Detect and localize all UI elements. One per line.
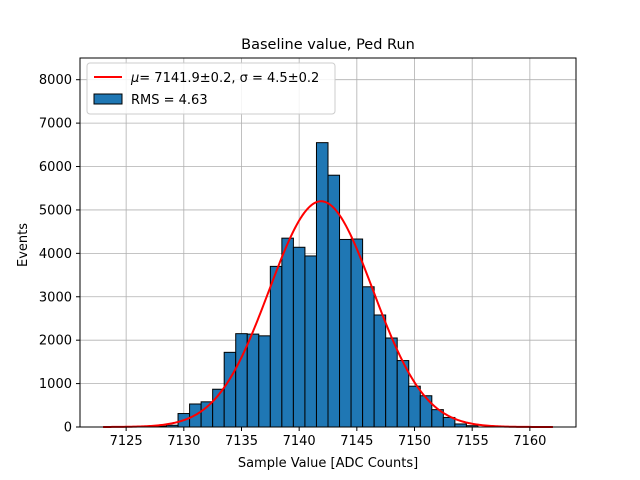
x-tick-label: 7160	[513, 434, 546, 449]
x-axis-ticks: 7125 7130 7135 7140 7145 7150 7155 7160	[110, 427, 546, 449]
histogram-bar	[339, 238, 352, 428]
histogram-bar	[281, 237, 294, 428]
chart-title: Baseline value, Ped Run	[241, 37, 415, 53]
x-tick-label: 7145	[340, 434, 373, 449]
y-tick-label: 4000	[39, 247, 72, 262]
histogram-bar	[315, 142, 329, 428]
legend-fit-text: = 7141.9±0.2, σ = 4.5±0.2	[139, 71, 319, 86]
histogram-bar	[350, 238, 364, 428]
histogram-bar	[292, 246, 306, 428]
axes-frame	[79, 57, 577, 428]
y-tick-label: 0	[64, 421, 72, 436]
y-axis-label: Events	[16, 223, 31, 267]
histogram-bar	[419, 395, 433, 428]
histogram-bar	[304, 255, 317, 428]
x-tick-label: 7150	[398, 434, 431, 449]
histogram-bar	[223, 351, 237, 428]
x-axis-label: Sample Value [ADC Counts]	[238, 456, 418, 471]
legend: μ= 7141.9±0.2, σ = 4.5±0.2 RMS = 4.63	[86, 62, 336, 115]
x-tick-label: 7140	[283, 434, 316, 449]
histogram-bar	[246, 333, 260, 428]
y-axis-ticks: 0 1000 2000 3000 4000 5000 6000 7000 8000	[39, 73, 80, 436]
histogram-bar	[373, 314, 387, 428]
y-tick-label: 3000	[39, 290, 72, 305]
y-tick-label: 1000	[39, 377, 72, 392]
x-tick-label: 7130	[167, 434, 200, 449]
histogram-bar	[200, 401, 214, 428]
histogram-bars	[154, 142, 479, 428]
x-tick-label: 7135	[225, 434, 258, 449]
x-tick-label: 7125	[110, 434, 143, 449]
y-tick-label: 6000	[39, 160, 72, 175]
y-tick-label: 8000	[39, 73, 72, 88]
legend-fit-label: μ= 7141.9±0.2, σ = 4.5±0.2	[130, 71, 319, 86]
legend-fit-symbol: μ	[130, 71, 139, 86]
legend-histogram-swatch	[93, 93, 123, 105]
x-tick-label: 7155	[456, 434, 489, 449]
gaussian-fit-curve	[103, 200, 553, 428]
histogram-bar	[362, 286, 375, 428]
y-tick-label: 5000	[39, 203, 72, 218]
histogram-bar	[269, 265, 283, 428]
histogram-bar	[258, 335, 271, 428]
histogram-bar	[385, 337, 398, 428]
histogram-bar	[408, 385, 421, 428]
legend-histogram-label: RMS = 4.63	[131, 93, 208, 108]
y-tick-label: 2000	[39, 334, 72, 349]
y-tick-label: 7000	[39, 117, 72, 132]
legend-box	[86, 62, 336, 115]
